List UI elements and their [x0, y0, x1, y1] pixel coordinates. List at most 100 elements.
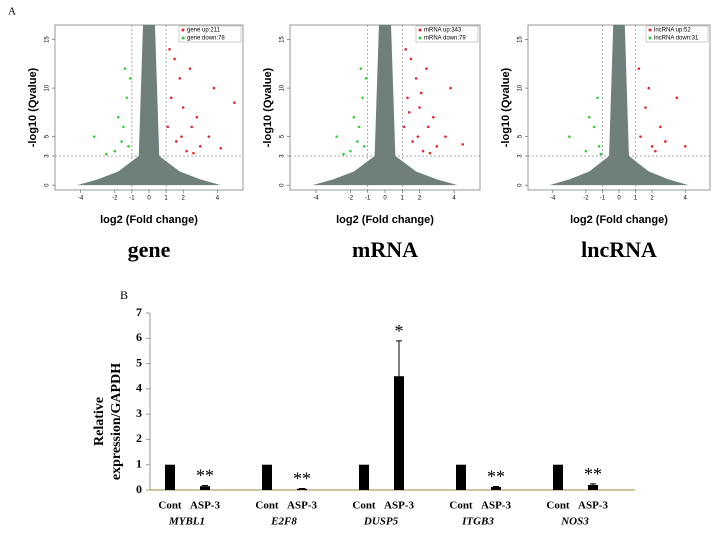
group-label: ASP-3 [578, 500, 608, 512]
x-tick-label: 2 [650, 196, 654, 202]
y-axis-label: Relative expression/GAPDH [92, 363, 124, 480]
y-axis-label-line: expression/GAPDH [109, 363, 124, 480]
point [359, 67, 363, 70]
x-axis-label: log2 (Fold change) [336, 214, 434, 226]
group-label: Cont [546, 500, 570, 512]
x-tick-label: 1 [634, 196, 638, 202]
category-label: ITGB3 [461, 516, 494, 528]
x-tick-label: -1 [129, 196, 135, 202]
point [361, 96, 364, 100]
significance: ** [584, 464, 602, 484]
category-label: E2F8 [270, 516, 297, 528]
y-tick-label: 15 [518, 36, 524, 43]
y-tick-label: 5 [518, 134, 524, 138]
x-tick-label: -2 [348, 196, 354, 202]
point [168, 47, 171, 51]
legend-label: gene down:78 [187, 36, 225, 42]
panel-label: A [8, 6, 16, 18]
point [335, 135, 338, 138]
y-tick-label: 3 [45, 154, 51, 158]
point [444, 135, 447, 138]
bar [165, 464, 175, 490]
point [599, 152, 603, 156]
x-tick-label: -4 [78, 196, 84, 202]
point [421, 149, 425, 153]
point [212, 86, 216, 90]
bar [588, 484, 598, 490]
y-axis-label: -log10 (Qvalue) [262, 67, 274, 147]
x-tick-label: 4 [452, 196, 456, 202]
significance: ** [196, 466, 214, 486]
point [192, 151, 195, 155]
point [647, 86, 651, 90]
y-axis-label: -log10 (Qvalue) [27, 67, 39, 147]
x-tick-label: 2 [418, 196, 422, 202]
point [596, 96, 599, 100]
non-significant-cloud [77, 25, 221, 186]
bar [394, 376, 404, 490]
point [664, 140, 667, 143]
point [173, 57, 176, 61]
y-tick-label: 15 [280, 36, 286, 43]
group-label: Cont [352, 500, 376, 512]
y-tick-label: 4 [136, 381, 142, 395]
point [597, 145, 601, 148]
bar [297, 488, 307, 490]
y-tick-label: 0 [280, 183, 286, 187]
y-tick-label: 0 [45, 183, 51, 187]
point [428, 151, 432, 155]
group-label: Cont [449, 500, 473, 512]
point [356, 140, 359, 143]
point [181, 106, 185, 109]
point [188, 67, 192, 70]
category-label: DUSP5 [363, 516, 399, 528]
chart-title: lncRNA [581, 237, 657, 262]
point [219, 146, 223, 150]
point [175, 140, 178, 143]
point [178, 77, 182, 80]
point [659, 125, 662, 129]
y-tick-label: 7 [136, 305, 142, 319]
point [190, 125, 194, 129]
y-axis-label-line: Relative [92, 397, 107, 446]
legend-swatch [418, 36, 422, 40]
point [402, 125, 406, 129]
legend-label: mRNA down:79 [424, 36, 466, 42]
legend-box [178, 25, 242, 43]
x-tick-label: 0 [147, 196, 151, 202]
x-tick-label: -4 [313, 196, 319, 202]
group-label: ASP-3 [384, 500, 414, 512]
error-bar [493, 485, 499, 487]
point [104, 152, 108, 156]
point [637, 67, 641, 70]
y-tick-label: 0 [136, 482, 142, 496]
y-tick-label: 10 [45, 84, 51, 91]
point [416, 135, 420, 138]
error-bar [396, 340, 402, 377]
bar [553, 464, 563, 490]
x-tick-label: -1 [365, 196, 371, 202]
point [425, 67, 428, 70]
point [113, 149, 117, 153]
point [166, 125, 170, 129]
group-label: ASP-3 [481, 500, 511, 512]
y-tick-label: 5 [136, 355, 142, 369]
chart-title: gene [128, 237, 171, 262]
legend-label: lncRNA down:31 [654, 36, 699, 42]
point [644, 106, 647, 109]
point [169, 96, 173, 100]
x-tick-label: -1 [600, 196, 606, 202]
point [180, 135, 183, 138]
point [404, 47, 408, 51]
x-tick-label: 1 [401, 196, 405, 202]
y-tick-label: 1 [136, 456, 142, 470]
legend-box [415, 25, 479, 43]
point [587, 115, 591, 119]
point [432, 115, 435, 119]
point [342, 152, 345, 156]
non-significant-cloud [312, 25, 458, 186]
legend-swatch [648, 36, 652, 40]
point [411, 140, 414, 143]
point [414, 77, 418, 80]
y-axis-label: -log10 (Qvalue) [500, 67, 512, 147]
